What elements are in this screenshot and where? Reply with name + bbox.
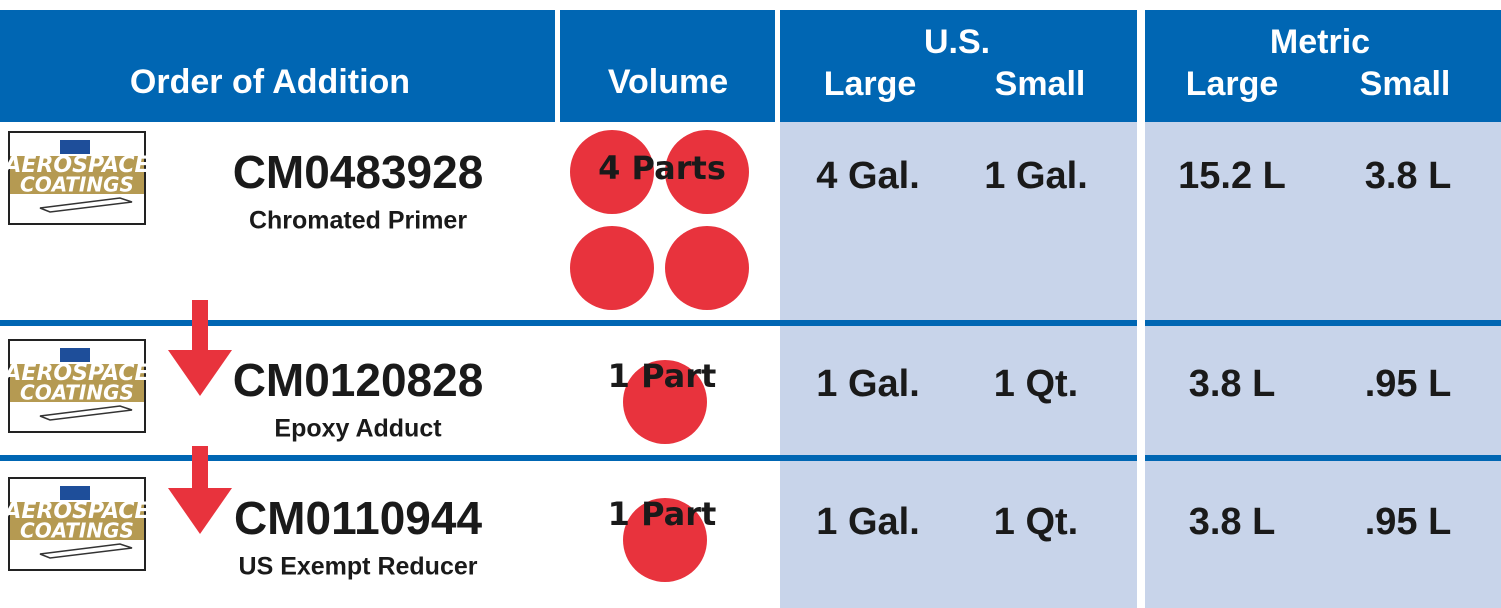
metric-large: 3.8 L [1189,501,1276,543]
metric-small: 3.8 L [1365,155,1452,197]
order-table: Order of Addition Volume U.S. Large Smal… [0,0,1501,608]
us-small: 1 Qt. [994,363,1078,405]
product-name: US Exempt Reducer [239,553,478,581]
gap [1137,320,1145,461]
logo-text: COATINGS [20,381,134,405]
header: Large [1186,65,1279,103]
header: U.S. [924,23,990,61]
product-name: Chromated Primer [249,207,467,235]
product-code: CM0483928 [233,146,484,198]
us-large: 1 Gal. [816,501,920,543]
volume: 1 Part [608,357,717,395]
header: Order of Addition [130,63,410,101]
logo-badge [60,140,90,154]
logo-text: COATINGS [20,519,134,543]
logo-badge [60,486,90,500]
us-large: 4 Gal. [816,155,920,197]
volume: 4 Parts [598,149,726,187]
us-small: 1 Gal. [984,155,1088,197]
logo-text: COATINGS [20,173,134,197]
product-name: Epoxy Adduct [274,415,442,443]
header: Metric [1270,23,1370,61]
product-code: CM0110944 [234,492,482,544]
logo-badge [60,348,90,362]
header: Small [1360,65,1451,103]
us-large: 1 Gal. [816,363,920,405]
metric-large: 15.2 L [1178,155,1286,197]
row-divider [0,320,1501,326]
metric-large: 3.8 L [1189,363,1276,405]
header: Large [824,65,917,103]
volume: 1 Part [608,495,717,533]
header: Small [995,65,1086,103]
arrows [168,300,232,534]
header: Volume [608,63,728,101]
product-code: CM0120828 [233,354,484,406]
us-small: 1 Qt. [994,501,1078,543]
metric-small: .95 L [1365,363,1452,405]
metric-small: .95 L [1365,501,1452,543]
row-divider [0,455,1501,461]
